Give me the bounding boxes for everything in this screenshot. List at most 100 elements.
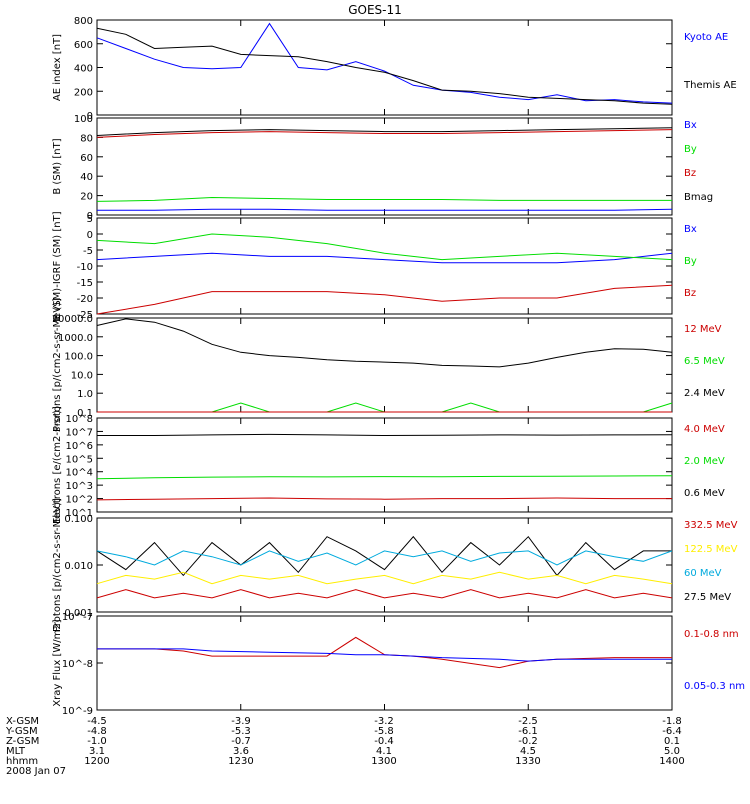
series-line	[96, 22, 673, 104]
axis-value: 4.5	[520, 746, 536, 757]
axis-value: -1.8	[662, 716, 682, 727]
axis-value: -1.0	[87, 736, 107, 747]
y-tick-label: 10^7	[66, 427, 93, 438]
y-tick-label: 0.100	[64, 514, 93, 525]
y-tick-label: -20	[77, 294, 93, 305]
y-tick-label: 1000.0	[58, 333, 93, 344]
legend-label: 12 MeV	[684, 324, 722, 335]
y-axis-label: Xray Flux [W/m2]	[52, 619, 63, 706]
series-line	[96, 129, 673, 138]
legend-label: By	[684, 144, 697, 155]
axis-row-label: Y-GSM	[5, 726, 38, 737]
y-tick-label: 80	[80, 133, 93, 144]
axis-value: 3.6	[233, 746, 249, 757]
legend-label: 0.1-0.8 nm	[684, 629, 739, 640]
legend-label: 6.5 MeV	[684, 356, 725, 367]
axis-value: -3.9	[231, 716, 251, 727]
y-tick-label: 200	[74, 87, 93, 98]
axis-value: -6.1	[518, 726, 538, 737]
legend-label: 60 MeV	[684, 568, 722, 579]
axis-value: 0.1	[664, 736, 680, 747]
y-tick-label: 10^-8	[62, 659, 93, 670]
y-tick-label: 60	[80, 153, 93, 164]
legend-label: Bx	[684, 120, 697, 131]
y-tick-label: 0	[87, 230, 93, 241]
legend-label: 0.6 MeV	[684, 488, 725, 499]
axis-value: 1300	[371, 756, 396, 767]
axis-row-label: X-GSM	[6, 716, 39, 727]
axis-row-label: MLT	[6, 746, 26, 757]
series-line	[96, 27, 673, 105]
legend-label: 332.5 MeV	[684, 520, 738, 531]
legend-label: 27.5 MeV	[684, 592, 731, 603]
series-line	[96, 475, 673, 480]
axis-row-label: hhmm	[6, 756, 38, 767]
y-tick-label: 5	[87, 214, 93, 225]
panel-frame	[96, 317, 673, 413]
y-tick-label: 0.010	[64, 561, 93, 572]
y-axis-label: AE index [nT]	[52, 34, 63, 101]
series-line	[96, 233, 673, 261]
axis-value: -5.8	[374, 726, 394, 737]
legend-label: 2.0 MeV	[684, 456, 725, 467]
legend-label: Bz	[684, 288, 696, 299]
axis-value: -0.2	[518, 736, 538, 747]
series-line	[96, 571, 673, 585]
axis-value: -2.5	[518, 716, 538, 727]
series-line	[96, 550, 673, 566]
series-line	[97, 648, 672, 662]
series-line	[96, 196, 672, 202]
series-line	[96, 589, 673, 599]
axis-value: 1330	[515, 756, 540, 767]
series-line	[96, 252, 673, 264]
legend-label: Bz	[684, 168, 696, 179]
y-tick-label: 400	[74, 64, 93, 75]
series-line	[96, 535, 672, 577]
legend-label: Kyoto AE	[684, 32, 728, 43]
series-line	[96, 318, 673, 368]
legend-label: Bx	[684, 224, 697, 235]
y-tick-label: 10.0	[71, 370, 93, 381]
y-tick-label: 0.001	[64, 608, 93, 619]
y-tick-label: 100	[74, 114, 93, 125]
y-tick-label: 800	[74, 16, 93, 27]
series-line	[96, 284, 673, 315]
axis-value: -3.2	[374, 716, 394, 727]
legend-label: By	[684, 256, 697, 267]
series-line	[97, 208, 673, 211]
y-tick-label: 10^3	[66, 481, 93, 492]
series-line	[97, 636, 672, 669]
panel-5: 10^1 10^2 10^3 10^4 10^5 10^6 10^7 10^8Electron…	[52, 406, 725, 524]
plot-title: GOES-11	[348, 3, 402, 17]
legend-label: Bmag	[684, 192, 713, 203]
y-tick-label: -15	[77, 278, 93, 289]
axis-row-label: Z-GSM	[6, 736, 39, 747]
axis-value: -5.3	[231, 726, 251, 737]
axis-value: -6.4	[662, 726, 682, 737]
series-line	[96, 127, 673, 136]
y-tick-label: 10000.0	[52, 314, 93, 325]
y-tick-label: 0.1	[77, 408, 93, 419]
axis-value: -0.4	[374, 736, 394, 747]
series-line	[96, 497, 672, 501]
axis-value: 4.1	[376, 746, 392, 757]
panel-2: 0 20 40 60 80 100 B (SM) [nT] Bx By Bz Bmag	[52, 114, 713, 222]
axis-value: -4.8	[87, 726, 107, 737]
y-tick-label: 10^5	[66, 454, 93, 465]
legend-label: Themis AE	[683, 80, 737, 91]
y-tick-label: 10^-9	[62, 706, 93, 717]
y-axis-label: B (SM)-IGRF (SM) [nT]	[52, 211, 63, 320]
axis-value: 1400	[659, 756, 684, 767]
y-tick-label: 40	[80, 172, 93, 183]
y-tick-label: -25	[77, 310, 93, 321]
y-tick-label: 10^-7	[62, 612, 93, 623]
axis-value: 1200	[84, 756, 109, 767]
y-tick-label: 0	[87, 111, 93, 122]
axis-value: 1230	[228, 756, 253, 767]
date-label: 2008 Jan 07	[6, 766, 66, 777]
